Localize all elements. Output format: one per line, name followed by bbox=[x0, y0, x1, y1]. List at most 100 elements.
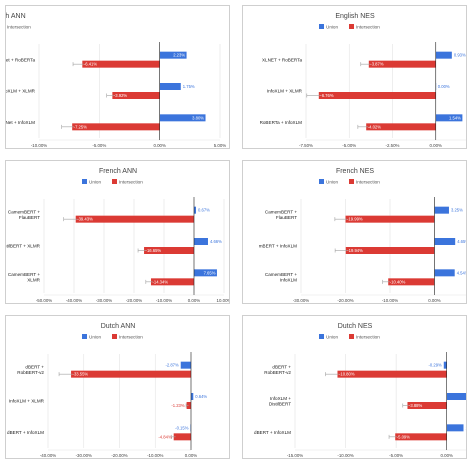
x-tick-label: -15.00% bbox=[287, 453, 303, 458]
legend-swatch-intersection bbox=[112, 334, 117, 339]
data-label: 0.93% bbox=[454, 53, 466, 58]
bar-union-english-nes-0 bbox=[435, 51, 452, 59]
y-category-label: InfoXLM + bbox=[270, 396, 291, 401]
x-tick-label: -5.00% bbox=[389, 453, 403, 458]
data-label: -14.34% bbox=[152, 279, 168, 284]
bar-union-english-nes-2 bbox=[435, 114, 463, 122]
y-category-label: XLNet + RoBERTa bbox=[6, 57, 35, 62]
x-tick-label: -50.00% bbox=[36, 298, 52, 303]
data-label: -2.87% bbox=[165, 363, 179, 368]
bar-intersection-english-ann-0 bbox=[82, 60, 160, 68]
bar-union-dutch-nes-2 bbox=[446, 424, 464, 432]
y-category-label: FlauBERT bbox=[276, 215, 297, 220]
data-label: 0.00% bbox=[438, 84, 450, 89]
data-label: -4.84% bbox=[158, 434, 172, 439]
x-tick-label: -5.00% bbox=[342, 143, 356, 148]
bar-union-english-ann-2 bbox=[159, 114, 206, 122]
chart-svg-english-nes: English NES Union Intersection -7.50% -5.00%… bbox=[260, 13, 466, 148]
data-label: 3.80% bbox=[192, 115, 204, 120]
x-tick-label: -20.00% bbox=[111, 453, 127, 458]
x-tick-label: -10.00% bbox=[31, 143, 47, 148]
chart-svg-french-nes: French NES Union Intersection -30.00% -20.00… bbox=[259, 168, 466, 303]
data-label: 0.64% bbox=[195, 394, 207, 399]
x-tick-label: -10.00% bbox=[147, 453, 163, 458]
bar-intersection-english-nes-1 bbox=[318, 92, 436, 99]
bar-union-french-ann-2 bbox=[194, 269, 217, 277]
bar-intersection-dutch-nes-1 bbox=[407, 402, 447, 409]
data-label: -39.43% bbox=[77, 217, 93, 222]
data-label: -19.94% bbox=[347, 248, 363, 253]
data-label: 1.54% bbox=[449, 115, 461, 120]
y-category-label: InfoXLM bbox=[280, 278, 297, 283]
legend-label-intersection: Intersection bbox=[119, 180, 143, 185]
bar-intersection-french-ann-2 bbox=[150, 278, 194, 286]
bar-union-dutch-nes-1 bbox=[446, 393, 466, 400]
y-category-label: XLMR bbox=[27, 278, 40, 283]
x-tick-label: -30.00% bbox=[96, 298, 112, 303]
chart-title: French NES bbox=[336, 168, 374, 175]
chart-panel-english-nes: English NES Union Intersection -7.50% -5.00%… bbox=[242, 5, 467, 149]
x-tick-label: -20.00% bbox=[337, 298, 353, 303]
data-label: -1.23% bbox=[171, 403, 185, 408]
bar-union-french-nes-2 bbox=[434, 269, 455, 277]
chart-title: English ANN bbox=[6, 13, 26, 20]
bar-intersection-dutch-nes-0 bbox=[337, 370, 447, 378]
data-label: 1.75% bbox=[183, 84, 195, 89]
bar-union-dutch-ann-1 bbox=[191, 393, 194, 400]
y-category-label: XLNet + InfoXLM bbox=[6, 120, 35, 125]
legend-label-union: Union bbox=[89, 180, 101, 185]
bar-union-french-ann-1 bbox=[194, 238, 208, 245]
x-tick-label: -40.00% bbox=[66, 298, 82, 303]
y-category-label: mBERT + InfoXLM bbox=[259, 244, 297, 249]
y-category-label: dBERT + bbox=[272, 364, 291, 369]
bar-intersection-dutch-ann-0 bbox=[71, 370, 191, 378]
y-category-label: RobBERT-v2 bbox=[17, 370, 44, 375]
bar-intersection-english-ann-1 bbox=[112, 92, 160, 99]
data-label: -4.02% bbox=[368, 124, 382, 129]
data-label: -5.09% bbox=[397, 434, 411, 439]
bar-intersection-dutch-nes-2 bbox=[395, 433, 447, 441]
data-label: 4.65% bbox=[457, 239, 466, 244]
data-label: -6.76% bbox=[320, 93, 334, 98]
x-tick-label: -20.00% bbox=[126, 298, 142, 303]
x-tick-label: 10.00% bbox=[217, 298, 229, 303]
data-label: -0.29% bbox=[428, 363, 442, 368]
legend-swatch-intersection bbox=[349, 179, 354, 184]
x-tick-label: 0.00% bbox=[430, 143, 443, 148]
chart-title: Dutch ANN bbox=[101, 323, 136, 330]
y-category-label: DistilBERT + XLMR bbox=[6, 244, 41, 249]
data-label: 4.54% bbox=[457, 270, 466, 275]
x-tick-label: -30.00% bbox=[76, 453, 92, 458]
legend-label-intersection: Intersection bbox=[356, 335, 380, 340]
y-category-label: dBERT + InfoXLM bbox=[254, 430, 291, 435]
x-tick-label: 0.00% bbox=[185, 453, 198, 458]
legend-label-intersection: Intersection bbox=[7, 25, 31, 30]
y-category-label: CamemBERT + bbox=[265, 272, 297, 277]
chart-svg-french-ann: French ANN Union Intersection -50.00% -40.00… bbox=[6, 168, 229, 303]
legend-label-intersection: Intersection bbox=[356, 180, 380, 185]
y-category-label: dBERT + bbox=[25, 364, 44, 369]
data-label: -19.99% bbox=[347, 217, 363, 222]
bar-intersection-english-nes-2 bbox=[366, 123, 436, 131]
y-category-label: CamemBERT + bbox=[8, 209, 40, 214]
data-label: 3.25% bbox=[451, 208, 463, 213]
bar-intersection-french-nes-2 bbox=[388, 278, 435, 286]
legend-swatch-union bbox=[82, 334, 87, 339]
data-label: 4.66% bbox=[210, 239, 222, 244]
data-label: -33.55% bbox=[73, 372, 89, 377]
chart-panel-french-ann: French ANN Union Intersection -50.00% -40.00… bbox=[5, 160, 230, 304]
legend-swatch-intersection bbox=[112, 179, 117, 184]
x-tick-label: -2.50% bbox=[386, 143, 400, 148]
data-label: -3.88% bbox=[409, 403, 423, 408]
legend-swatch-union bbox=[319, 24, 324, 29]
bar-union-dutch-ann-0 bbox=[180, 361, 191, 369]
legend-swatch-union bbox=[319, 334, 324, 339]
data-label: 2.23% bbox=[173, 53, 185, 58]
y-category-label: DistilBERT bbox=[269, 401, 291, 406]
y-category-label: CamemBERT + bbox=[265, 209, 297, 214]
bar-union-french-nes-1 bbox=[434, 238, 456, 245]
chart-panel-dutch-nes: Dutch NES Union Intersection -15.00% -10.00%… bbox=[242, 315, 467, 459]
bar-intersection-english-ann-2 bbox=[72, 123, 160, 131]
